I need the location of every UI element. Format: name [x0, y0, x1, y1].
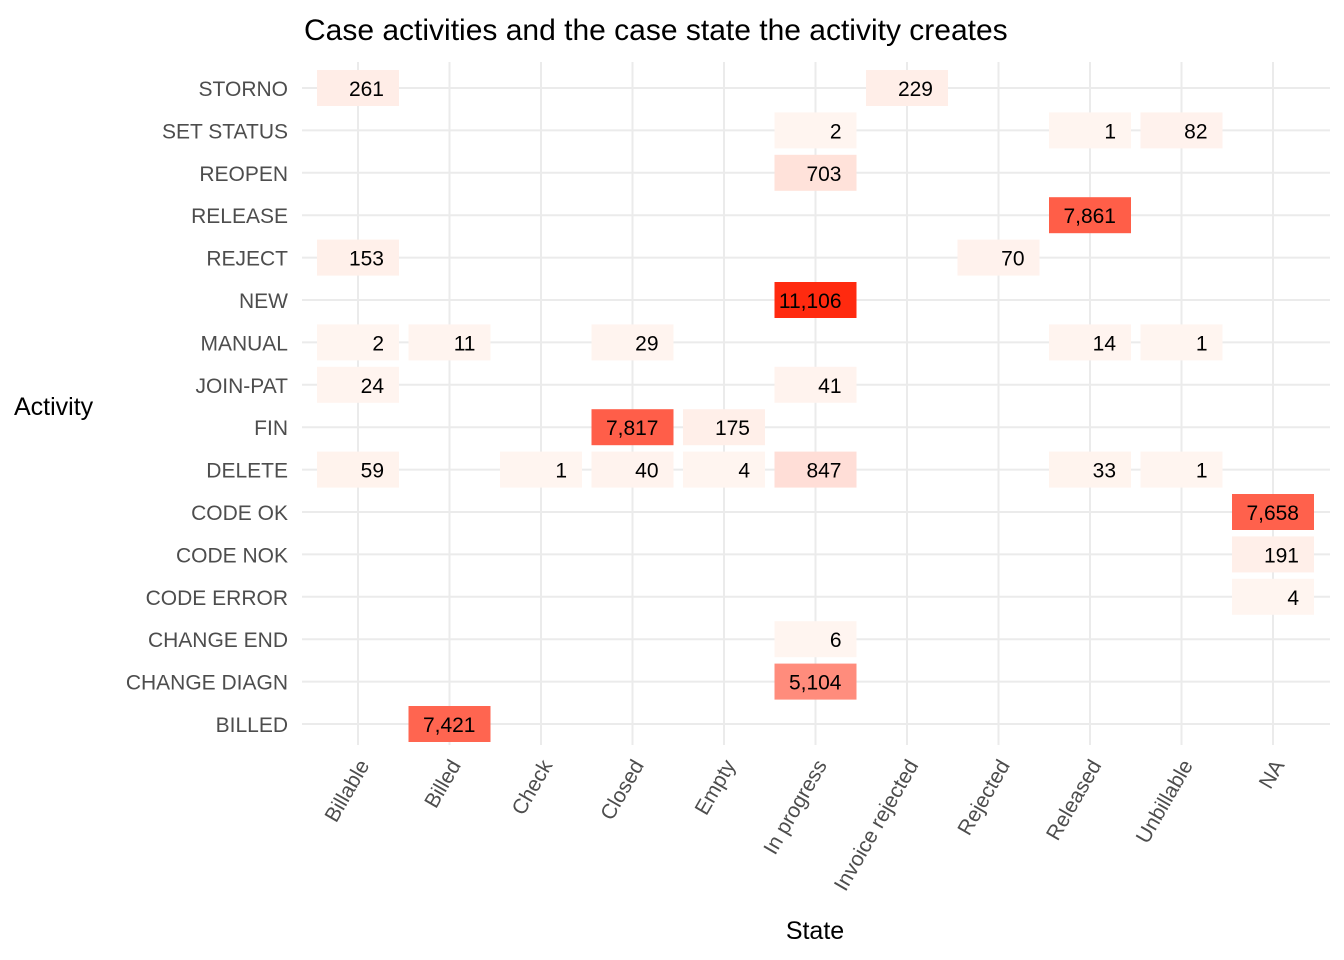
y-tick-label: CODE OK: [191, 502, 288, 525]
cell-value-label: 6: [830, 629, 842, 652]
y-axis-title: Activity: [14, 393, 94, 421]
cell-value-label: 4: [1287, 587, 1299, 610]
heatmap-cell: [1232, 536, 1314, 573]
x-tick-label: Check: [508, 756, 558, 819]
y-tick-label: CODE ERROR: [146, 587, 288, 610]
y-tick-label: DELETE: [206, 460, 288, 483]
y-tick-label: BILLED: [216, 714, 288, 737]
y-tick-label: NEW: [239, 290, 288, 313]
heatmap-cell: [591, 451, 674, 488]
cell-value-label: 70: [1001, 248, 1024, 271]
y-tick-label: REJECT: [206, 248, 288, 271]
x-tick-label: Unbillable: [1132, 756, 1198, 847]
heatmap-cell: [1049, 451, 1131, 488]
cell-value-label: 24: [361, 375, 385, 398]
heatmap-cell: [1049, 112, 1131, 149]
x-tick-label: NA: [1255, 756, 1290, 793]
x-tick-label: Empty: [691, 756, 741, 819]
y-tick-label: REOPEN: [199, 163, 288, 186]
heatmap-cell: [1232, 578, 1314, 615]
cell-value-label: 40: [635, 460, 658, 483]
heatmap-cell: [683, 451, 765, 488]
heatmap-cell: [774, 282, 857, 318]
heatmap-cell: [774, 663, 857, 700]
chart-title: Case activities and the case state the a…: [304, 14, 1008, 47]
y-tick-labels: STORNO SET STATUS REOPEN RELEASE REJECT NEW MA…: [126, 78, 288, 737]
heatmap-cell: [317, 366, 399, 403]
cell-value-label: 41: [818, 375, 841, 398]
cell-value-label: 1: [1196, 332, 1208, 355]
heatmap-cell: [408, 706, 491, 742]
y-tick-label: CHANGE DIAGN: [126, 672, 288, 695]
heatmap-cell: [1049, 324, 1131, 361]
cell-value-label: 2: [372, 332, 384, 355]
heatmap-cell: [591, 409, 674, 446]
cell-value-label: 175: [715, 417, 750, 440]
heatmap-cell: [957, 239, 1040, 276]
cell-value-label: 59: [361, 460, 384, 483]
cell-value-label: 7,817: [606, 417, 659, 440]
heatmap-cell: [408, 324, 491, 361]
cell-value-label: 14: [1093, 332, 1117, 355]
y-tick-label: CHANGE END: [148, 629, 288, 652]
heatmap-cell: [866, 70, 948, 106]
cell-value-label: 153: [349, 248, 384, 271]
cell-value-label: 261: [349, 78, 384, 101]
cell-value-label: 229: [898, 78, 933, 101]
x-axis-title: State: [786, 917, 844, 945]
y-tick-label: MANUAL: [200, 332, 288, 355]
heatmap-cell: [591, 324, 674, 361]
heatmap-cell: [500, 451, 582, 488]
heatmap-cell: [1049, 197, 1131, 234]
heatmap-cell: [317, 324, 399, 361]
cell-value-label: 5,104: [789, 672, 842, 695]
cell-value-label: 1: [1196, 460, 1208, 483]
cell-value-label: 847: [806, 460, 841, 483]
heatmap-cell: [774, 621, 857, 658]
cell-value-label: 1: [555, 460, 567, 483]
y-tick-label: FIN: [254, 417, 288, 440]
y-tick-label: CODE NOK: [176, 544, 288, 567]
heatmap-cell: [317, 451, 399, 488]
x-tick-labels: Billable Billed Check Closed Empty In progres…: [321, 756, 1290, 895]
heatmap-cell: [683, 409, 765, 446]
cell-layer: [317, 70, 1314, 742]
heatmap-cell: [774, 112, 857, 149]
y-tick-label: JOIN-PAT: [195, 375, 288, 398]
cell-value-label: 82: [1184, 120, 1207, 143]
heatmap-cell: [317, 239, 399, 276]
y-tick-label: STORNO: [199, 78, 288, 101]
cell-value-label: 2: [830, 120, 842, 143]
heatmap-cell: [774, 154, 857, 191]
y-tick-label: SET STATUS: [162, 120, 288, 143]
cell-value-label: 33: [1093, 460, 1116, 483]
x-tick-label: Invoice rejected: [830, 756, 923, 895]
heatmap-cell: [1232, 494, 1314, 530]
x-tick-label: Rejected: [953, 756, 1014, 839]
cell-value-label: 703: [806, 163, 841, 186]
x-tick-label: Released: [1042, 756, 1106, 844]
heatmap-cell: [1140, 451, 1223, 488]
x-tick-label: Closed: [596, 756, 649, 824]
x-tick-label: Billed: [420, 756, 466, 812]
cell-value-label: 11,106: [779, 290, 842, 313]
cell-value-label: 7,658: [1246, 502, 1299, 525]
cell-value-label: 29: [635, 332, 658, 355]
heatmap-cell: [1140, 112, 1223, 149]
heatmap-cell: [1140, 324, 1223, 361]
cell-value-label: 1: [1104, 120, 1116, 143]
x-tick-label: Billable: [321, 756, 375, 826]
cell-value-label: 191: [1264, 544, 1299, 567]
cell-value-label: 11: [454, 332, 476, 355]
heatmap-cell: [317, 70, 399, 106]
cell-value-label: 4: [738, 460, 750, 483]
x-tick-label: In progress: [759, 756, 831, 858]
y-tick-label: RELEASE: [191, 205, 288, 228]
heatmap-cell: [774, 366, 857, 403]
heatmap-cell: [774, 451, 857, 488]
cell-value-label: 7,421: [423, 714, 476, 737]
cell-value-label: 7,861: [1063, 205, 1116, 228]
